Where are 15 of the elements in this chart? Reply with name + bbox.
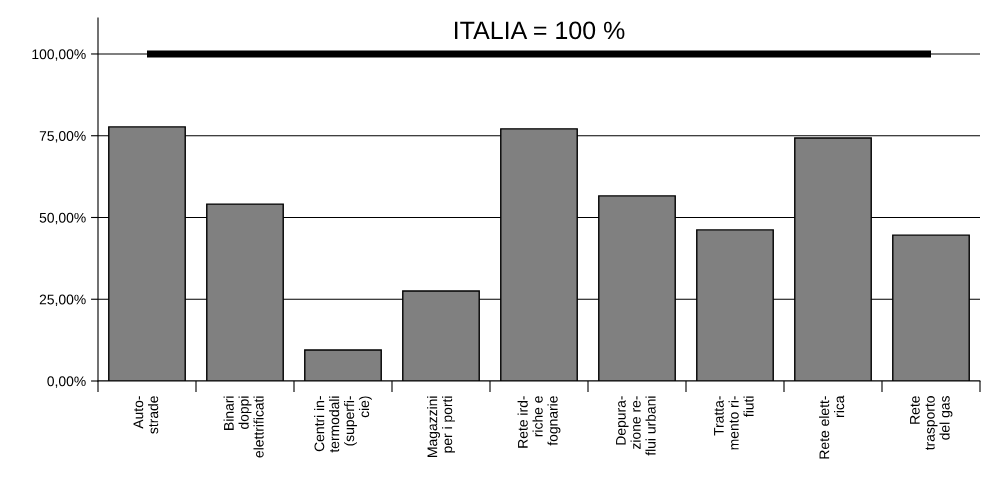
y-tick-label: 75,00%	[39, 131, 86, 143]
x-tick-label: Auto- strade	[133, 396, 159, 434]
x-tick-label: Rete elett- rica	[819, 395, 845, 459]
y-tick-label: 100,00%	[32, 49, 86, 61]
y-tick-label: 25,00%	[39, 294, 86, 307]
ref-line-label: ITALIA = 100 %	[455, 21, 625, 40]
x-tick-label: Rete ird- riche e fognarie	[517, 396, 561, 448]
x-tick-label: Magazzini per i porti	[427, 396, 455, 457]
y-tick-label: 0,00%	[47, 376, 86, 388]
y-tick-label: 50,00%	[39, 212, 86, 225]
x-tick-label: Tratta- mento ri- fiuti	[714, 396, 754, 450]
x-tick-label: Depura- zione re- flui urbani	[616, 396, 656, 456]
x-tick-label: Centri in- termodali (superfi- cie)	[314, 396, 372, 453]
x-tick-label: Binari doppi elettrificati	[223, 396, 264, 458]
x-tick-label: Rete trasporto del gas	[910, 396, 953, 451]
